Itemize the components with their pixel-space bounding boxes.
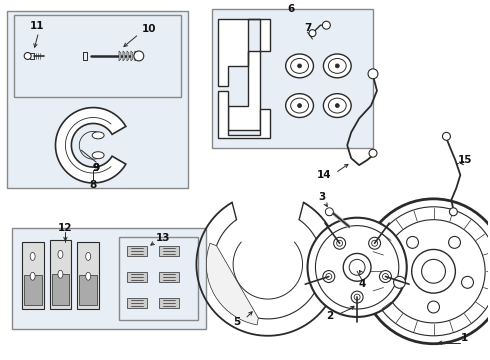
Polygon shape [119,51,121,61]
Circle shape [448,237,461,248]
Text: 4: 4 [358,279,366,289]
Ellipse shape [323,54,351,78]
Circle shape [369,207,490,336]
Text: 2: 2 [326,311,333,321]
Polygon shape [127,298,147,308]
Ellipse shape [291,58,309,73]
Polygon shape [51,274,70,305]
Ellipse shape [286,94,314,117]
Circle shape [371,240,378,246]
Polygon shape [55,108,126,183]
Circle shape [428,301,440,313]
Circle shape [354,294,360,300]
Circle shape [351,291,363,303]
Circle shape [449,208,457,216]
Text: 7: 7 [304,23,311,33]
Circle shape [343,253,371,281]
Polygon shape [218,91,270,138]
Bar [7,11,189,188]
Text: 6: 6 [287,4,294,14]
Polygon shape [127,247,147,256]
Circle shape [308,218,407,317]
Ellipse shape [328,98,346,113]
Circle shape [382,220,485,323]
Circle shape [412,249,455,293]
Circle shape [323,271,335,283]
Polygon shape [135,51,137,61]
Text: 12: 12 [58,222,73,233]
Text: 1: 1 [461,333,468,343]
Circle shape [369,149,377,157]
Text: 8: 8 [90,180,97,190]
Circle shape [335,64,339,68]
Circle shape [326,274,332,279]
Polygon shape [24,275,42,305]
Ellipse shape [134,51,144,61]
Polygon shape [159,298,178,308]
Ellipse shape [286,54,314,78]
Circle shape [335,104,339,108]
Circle shape [442,132,450,140]
Circle shape [383,274,389,279]
Ellipse shape [323,94,351,117]
Ellipse shape [92,152,104,159]
Circle shape [325,208,333,216]
Text: 15: 15 [458,155,472,165]
Polygon shape [206,243,258,325]
Circle shape [322,21,330,29]
Ellipse shape [30,272,35,280]
Polygon shape [123,51,125,61]
Text: 5: 5 [233,317,241,327]
Bar [12,228,206,329]
Polygon shape [49,239,72,309]
Circle shape [421,260,445,283]
Ellipse shape [86,252,91,260]
Polygon shape [127,51,129,61]
Polygon shape [77,242,99,309]
Circle shape [462,276,473,288]
Ellipse shape [58,270,63,278]
Polygon shape [131,51,133,61]
Text: 9: 9 [93,163,100,173]
Circle shape [337,240,343,246]
Ellipse shape [92,132,104,139]
Ellipse shape [328,58,346,73]
Text: 9: 9 [93,163,100,173]
Polygon shape [22,242,44,309]
Circle shape [316,226,399,309]
Text: 13: 13 [155,233,170,243]
Polygon shape [127,272,147,282]
Circle shape [379,271,392,283]
Bar [14,15,180,96]
Circle shape [297,104,301,108]
Circle shape [309,30,316,37]
Ellipse shape [291,98,309,113]
Text: 10: 10 [142,24,156,34]
Circle shape [407,237,418,248]
Bar [119,237,198,320]
Polygon shape [218,19,270,130]
Circle shape [393,276,406,288]
Text: 11: 11 [29,21,44,31]
Circle shape [368,237,381,249]
Polygon shape [79,275,97,305]
Polygon shape [159,272,178,282]
Ellipse shape [30,252,35,260]
Circle shape [24,53,31,59]
Circle shape [349,260,365,275]
Ellipse shape [58,251,63,258]
Circle shape [368,69,378,79]
Circle shape [334,237,345,249]
Circle shape [361,199,490,344]
Text: 3: 3 [319,192,326,202]
Circle shape [297,64,301,68]
Polygon shape [159,247,178,256]
Bar [212,9,373,148]
Text: 14: 14 [317,170,332,180]
Ellipse shape [86,272,91,280]
